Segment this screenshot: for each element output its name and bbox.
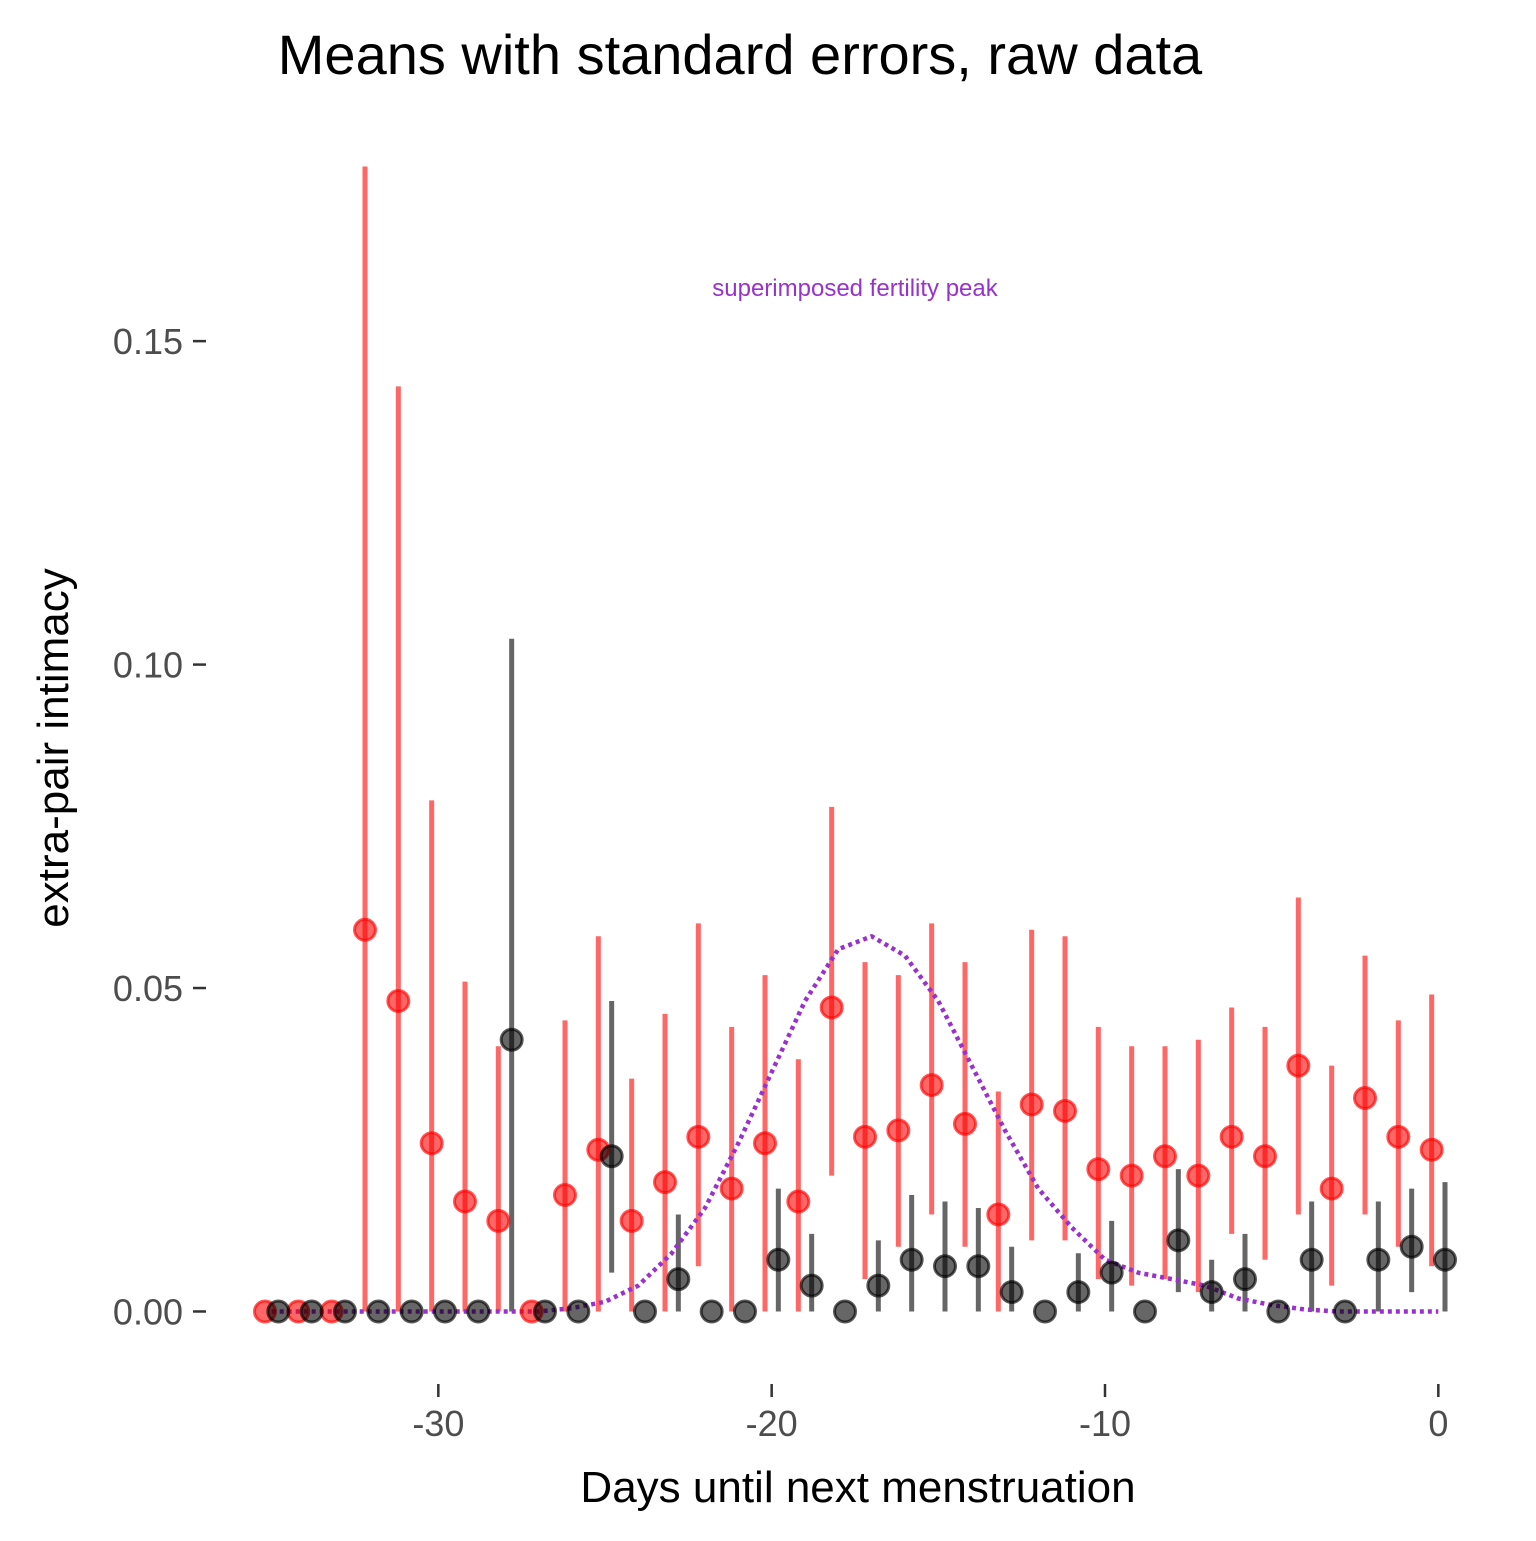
- y-axis: 0.00 0.05 0.10 0.15: [113, 321, 206, 1332]
- data-point-series-2: [1299, 1247, 1324, 1272]
- data-point-series-2: [1199, 1280, 1224, 1305]
- data-point-series-1: [653, 1170, 677, 1195]
- data-point-series-1: [886, 1118, 911, 1143]
- data-point-series-2: [466, 1299, 491, 1324]
- data-point-series-2: [1233, 1267, 1257, 1292]
- data-point-series-1: [386, 988, 411, 1013]
- data-point-series-2: [733, 1299, 757, 1324]
- data-point-series-2: [699, 1299, 724, 1324]
- data-point-series-1: [753, 1131, 777, 1156]
- data-point-series-2: [433, 1299, 457, 1324]
- chart-title: Means with standard errors, raw data: [278, 23, 1203, 86]
- x-axis-label: Days until next menstruation: [580, 1463, 1135, 1512]
- data-point-series-2: [1399, 1234, 1424, 1259]
- data-point-series-2: [666, 1267, 691, 1292]
- data-point-series-2: [999, 1280, 1024, 1305]
- data-point-series-1: [786, 1189, 811, 1214]
- data-point-series-1: [686, 1124, 711, 1149]
- data-point-series-1: [1119, 1163, 1144, 1188]
- y-tick-label: 0.00: [113, 1291, 183, 1332]
- data-point-series-2: [399, 1299, 424, 1324]
- data-point-series-2: [533, 1299, 557, 1324]
- x-tick-label: -30: [412, 1403, 464, 1444]
- data-point-series-1: [1386, 1124, 1411, 1149]
- data-point-series-2: [633, 1299, 657, 1324]
- data-point-series-2: [333, 1299, 357, 1324]
- data-point-series-2: [1066, 1280, 1091, 1305]
- data-point-series-1: [919, 1073, 944, 1098]
- data-point-series-2: [566, 1299, 591, 1324]
- data-point-series-2: [799, 1273, 824, 1298]
- data-point-series-2: [366, 1299, 391, 1324]
- data-point-series-2: [866, 1273, 891, 1298]
- data-point-series-1: [553, 1183, 577, 1208]
- data-point-series-1: [419, 1131, 444, 1156]
- data-point-series-1: [1086, 1157, 1111, 1182]
- data-point-series-2: [266, 1299, 291, 1324]
- fertility-peak-annotation: superimposed fertility peak: [712, 275, 998, 302]
- data-point-series-2: [1333, 1299, 1357, 1324]
- data-point-series-1: [1353, 1086, 1377, 1111]
- data-point-series-1: [986, 1202, 1011, 1227]
- data-point-series-2: [499, 1027, 524, 1052]
- data-point-series-2: [299, 1299, 324, 1324]
- data-point-series-1: [486, 1208, 511, 1233]
- data-point-series-2: [1166, 1228, 1191, 1253]
- data-point-series-1: [1019, 1092, 1044, 1117]
- y-tick-label: 0.15: [113, 321, 183, 362]
- data-point-series-2: [899, 1247, 924, 1272]
- data-point-series-1: [1053, 1098, 1077, 1123]
- data-point-series-1: [1419, 1137, 1444, 1162]
- y-axis-label: extra-pair intimacy: [29, 568, 78, 927]
- data-point-series-1: [1253, 1144, 1277, 1169]
- error-bars: [362, 166, 1448, 1312]
- x-tick-label: -10: [1079, 1403, 1131, 1444]
- data-point-series-1: [1319, 1176, 1344, 1201]
- data-point-series-1: [819, 995, 844, 1020]
- data-point-series-2: [599, 1144, 624, 1169]
- data-point-series-2: [933, 1254, 957, 1279]
- data-point-series-1: [1219, 1124, 1244, 1149]
- data-point-series-1: [353, 917, 377, 942]
- x-axis: -30 -20 -10 0: [412, 1384, 1448, 1444]
- data-point-series-2: [1099, 1260, 1124, 1285]
- data-point-series-2: [1133, 1299, 1157, 1324]
- x-tick-label: 0: [1428, 1403, 1448, 1444]
- data-point-series-2: [966, 1254, 991, 1279]
- data-point-series-2: [766, 1247, 791, 1272]
- x-tick-label: -20: [746, 1403, 798, 1444]
- data-point-series-1: [1286, 1053, 1311, 1078]
- data-point-series-2: [1266, 1299, 1291, 1324]
- data-point-series-2: [833, 1299, 857, 1324]
- data-point-series-2: [1433, 1247, 1457, 1272]
- data-point-series-1: [1153, 1144, 1177, 1169]
- data-point-series-2: [1366, 1247, 1391, 1272]
- data-point-series-2: [1033, 1299, 1057, 1324]
- data-points: [253, 917, 1457, 1324]
- data-point-series-1: [953, 1111, 977, 1136]
- y-tick-label: 0.05: [113, 968, 183, 1009]
- data-point-series-1: [1186, 1163, 1211, 1188]
- data-point-series-1: [719, 1176, 744, 1201]
- y-tick-label: 0.10: [113, 645, 183, 686]
- data-point-series-1: [853, 1124, 877, 1149]
- data-point-series-1: [453, 1189, 477, 1214]
- data-point-series-1: [619, 1208, 644, 1233]
